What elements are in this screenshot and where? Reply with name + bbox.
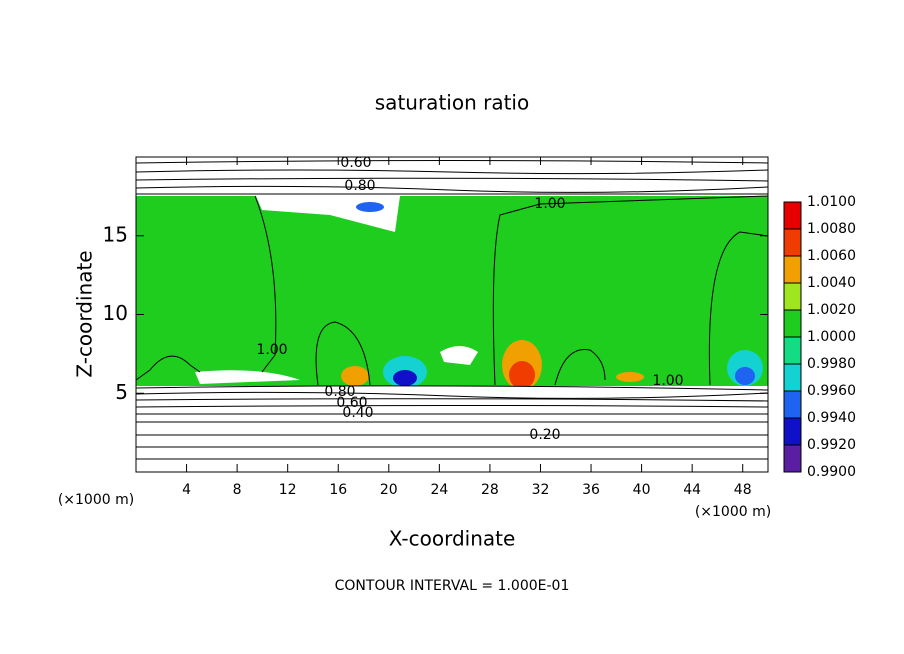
- x-axis-label: X-coordinate: [389, 527, 516, 551]
- x-tick-label: 24: [430, 482, 448, 498]
- colorbar-label: 1.0040: [807, 275, 856, 291]
- contour-label: 0.60: [336, 395, 367, 411]
- x-tick-label: 36: [582, 482, 600, 498]
- colorbar-label: 1.0060: [807, 248, 856, 264]
- x-tick-label: 12: [279, 482, 297, 498]
- y-unit: (×1000 m): [58, 492, 134, 508]
- contour-lines: [135, 160, 769, 460]
- colorbar-band: [784, 391, 801, 418]
- colorbar-band: [784, 418, 801, 445]
- contour-label: 0.60: [340, 155, 371, 171]
- colorbar-label: 1.0100: [807, 194, 856, 210]
- y-tick-label: 5: [115, 380, 128, 404]
- colorbar-band: [784, 202, 801, 229]
- x-tick-label: 44: [683, 482, 701, 498]
- colorbar-band: [784, 337, 801, 364]
- x-tick-label: 20: [380, 482, 398, 498]
- contour-label: 0.40: [342, 405, 373, 421]
- colorbar-label: 1.0000: [807, 329, 856, 345]
- colorbar-label: 1.0020: [807, 302, 856, 318]
- x-tick-label: 32: [532, 482, 550, 498]
- colorbar-label: 0.9960: [807, 383, 856, 399]
- colorbar-band: [784, 283, 801, 310]
- colorbar-band: [784, 445, 801, 472]
- colorbar-label: 0.9900: [807, 464, 856, 480]
- chart-title: saturation ratio: [375, 91, 529, 115]
- colorbar-label: 0.9980: [807, 356, 856, 372]
- y-tick-label: 15: [103, 222, 128, 246]
- x-tick-label: 8: [233, 482, 242, 498]
- field: [136, 157, 768, 472]
- contour-label: 1.00: [256, 342, 287, 358]
- x-tick-label: 40: [633, 482, 651, 498]
- contour-label: 1.00: [652, 373, 683, 389]
- contour-label: 1.00: [534, 196, 565, 212]
- y-tick-label: 10: [103, 301, 128, 325]
- colorbar-band: [784, 229, 801, 256]
- x-unit: (×1000 m): [695, 504, 771, 520]
- footer: CONTOUR INTERVAL = 1.000E-01: [335, 578, 570, 594]
- colorbar-band: [784, 256, 801, 283]
- x-tick-label: 16: [329, 482, 347, 498]
- colorbar-band: [784, 364, 801, 391]
- colorbar-label: 1.0080: [807, 221, 856, 237]
- colorbar-label: 0.9940: [807, 410, 856, 426]
- contour-label: 0.20: [529, 427, 560, 443]
- contour-label: 0.80: [344, 178, 375, 194]
- x-tick-label: 28: [481, 482, 499, 498]
- colorbar-band: [784, 310, 801, 337]
- x-tick-label: 4: [182, 482, 191, 498]
- contour-label: 0.80: [324, 384, 355, 400]
- x-tick-label: 48: [734, 482, 752, 498]
- y-axis-label: Z-coordinate: [73, 250, 97, 377]
- colorbar-label: 0.9920: [807, 437, 856, 453]
